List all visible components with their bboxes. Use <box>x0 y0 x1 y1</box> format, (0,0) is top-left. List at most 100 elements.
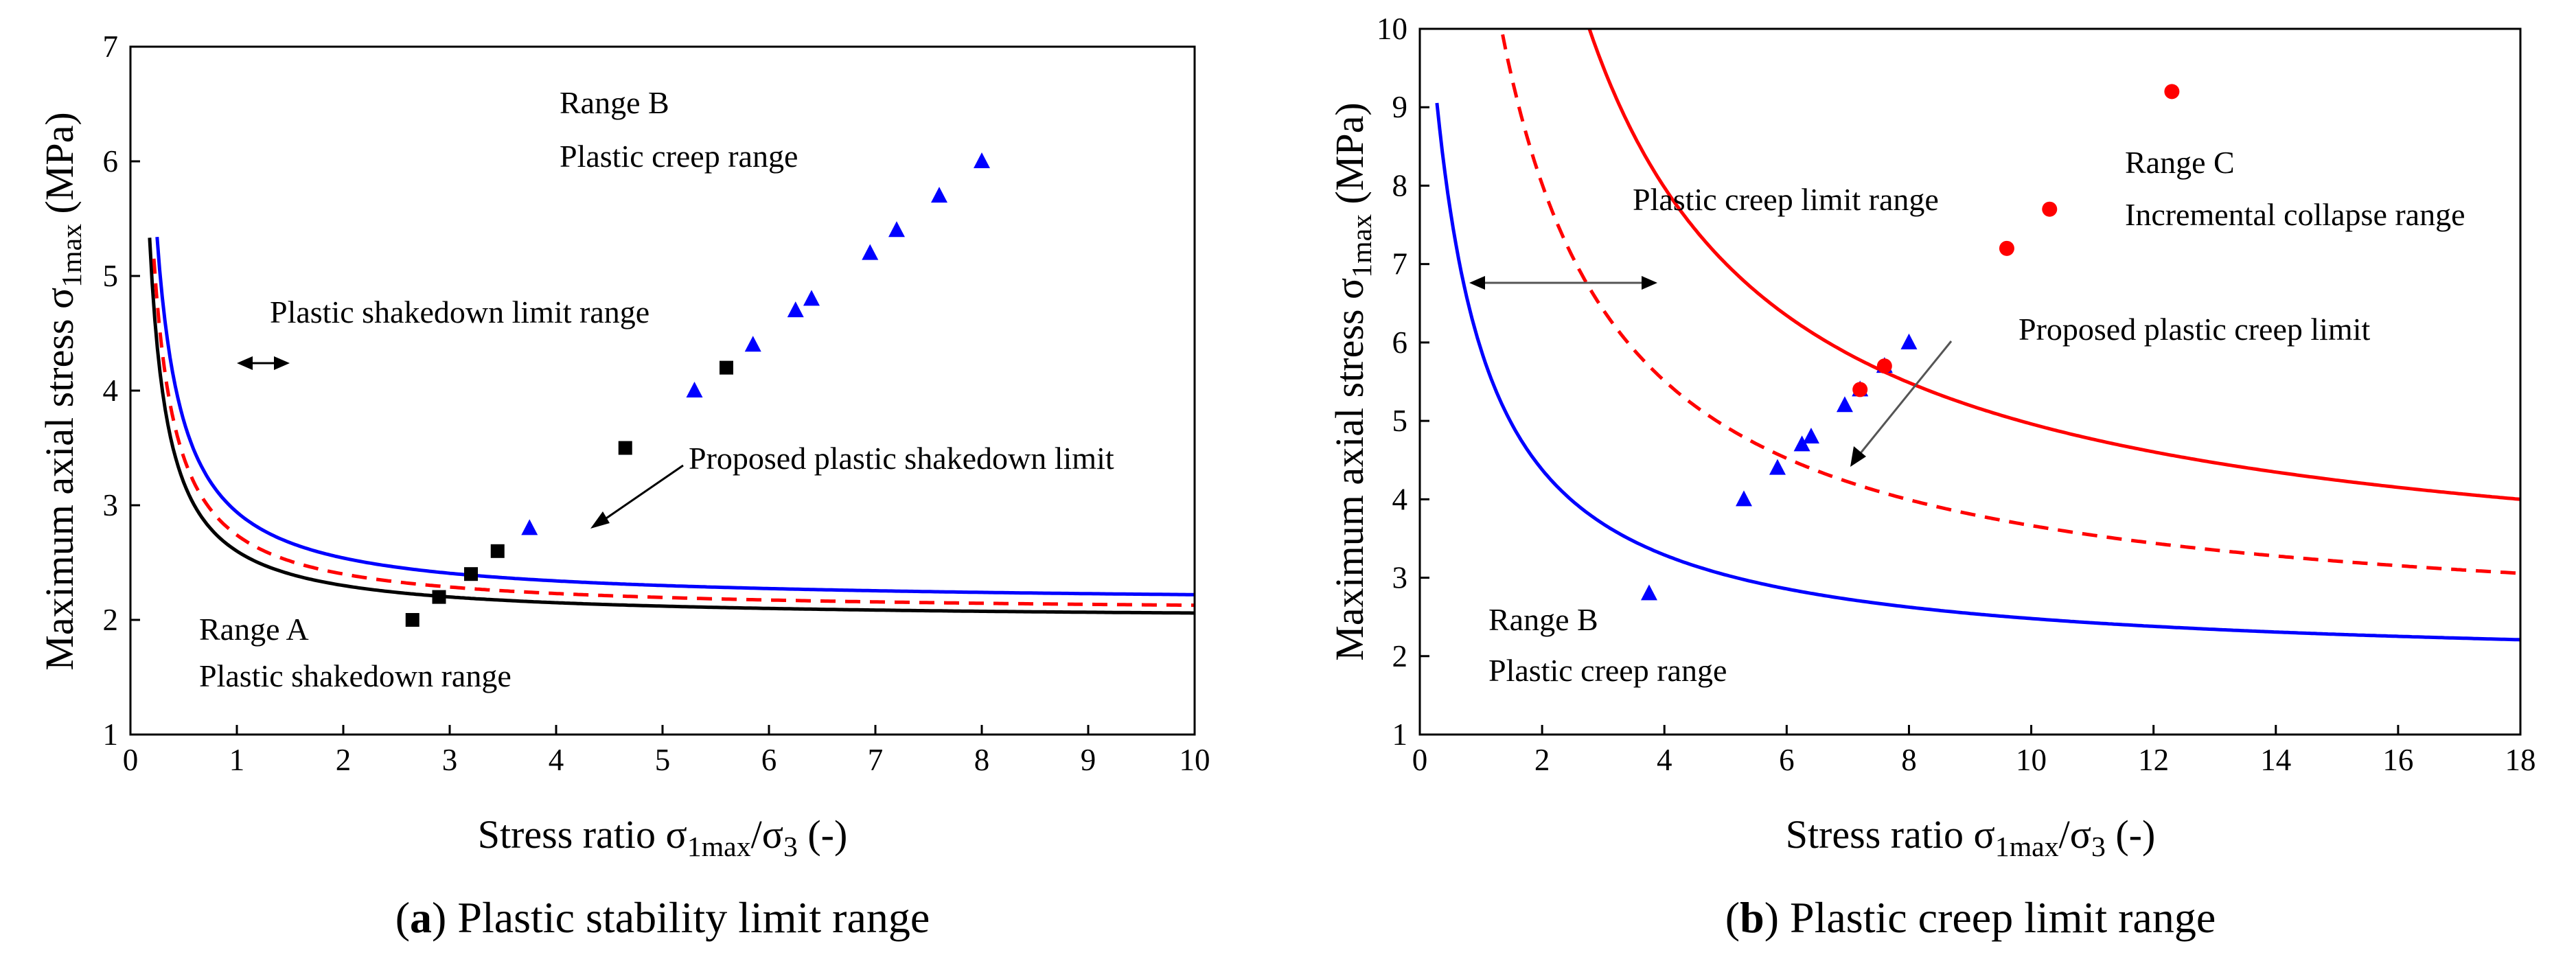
panel-a-range-a-label: Range A <box>199 612 309 647</box>
panel-a-y-tick-label: 2 <box>103 603 119 637</box>
panel-a-point-square <box>432 590 446 604</box>
panel-a-range-double-arrow <box>237 356 290 370</box>
panel-b-y-tick-label: 6 <box>1392 325 1408 360</box>
panel-a-curve-plastic-shakedown-limit-lower- <box>148 238 1195 615</box>
panel-b-x-tick-label: 2 <box>1534 743 1550 777</box>
panel-a-x-tick-label: 7 <box>868 743 884 777</box>
panel-b-range-double-arrow <box>1469 276 1657 290</box>
panel-b-y-tick-label: 10 <box>1377 12 1407 46</box>
panel-b-plot-area <box>1435 29 2520 642</box>
panel-b-x-tick-label: 16 <box>2382 743 2413 777</box>
panel-a-point-triangle <box>931 187 947 203</box>
panel-a-caption: (a) Plastic stability limit range <box>395 893 930 942</box>
panel-a-plot-area <box>148 152 1195 627</box>
panel-a-x-tick-label: 1 <box>229 743 245 777</box>
panel-a-proposed-limit-label: Proposed plastic shakedown limit <box>689 441 1114 476</box>
panel-b-y-tick-label: 2 <box>1392 639 1408 673</box>
panel-a-y-tick-label: 1 <box>103 717 119 752</box>
panel-a-range-b-label: Range B <box>560 85 669 120</box>
panel-b-point-triangle <box>1900 333 1918 349</box>
panel-b-x-tick-label: 4 <box>1657 743 1672 777</box>
panel-a-x-tick-label: 8 <box>974 743 990 777</box>
panel-a-y-tick-label: 7 <box>103 30 119 64</box>
panel-b-caption: (b) Plastic creep limit range <box>1725 893 2216 942</box>
panel-b-y-tick-label: 9 <box>1392 90 1408 124</box>
panel-a-point-triangle <box>888 221 905 238</box>
panel-a-xlabel: Stress ratio σ1max/σ3 (-) <box>478 812 848 863</box>
panel-b-x-tick-label: 10 <box>2016 743 2047 777</box>
panel-b-y-tick-label: 4 <box>1392 482 1408 516</box>
panel-b-range-c-desc: Incremental collapse range <box>2125 197 2465 232</box>
panel-b-point-triangle <box>1735 490 1752 507</box>
panel-a-x-tick-label: 5 <box>655 743 671 777</box>
panel-a-point-triangle <box>862 244 879 260</box>
panel-b-point-triangle <box>1836 396 1853 413</box>
panel-b-x-tick-label: 8 <box>1901 743 1917 777</box>
panel-b-range-b-label: Range B <box>1488 602 1598 637</box>
panel-a-point-square <box>405 613 419 627</box>
panel-b-creep-limit-range-label: Plastic creep limit range <box>1633 182 1939 217</box>
panel-b-proposed-limit-arrow <box>1850 340 1953 467</box>
panel-b-point-circle <box>1999 240 2014 256</box>
panel-a-point-triangle <box>686 382 703 397</box>
panel-b-point-triangle <box>1640 584 1657 601</box>
panel-b-x-tick-label: 18 <box>2505 743 2536 777</box>
panel-b-point-circle <box>1852 382 1868 397</box>
panel-a-proposed-limit-arrow <box>590 464 684 529</box>
panel-b-curve-incremental-collapse-limit-upper- <box>1587 29 2520 501</box>
panel-a-point-square <box>464 567 478 581</box>
panel-a-x-tick-label: 10 <box>1180 743 1210 777</box>
panel-a-x-tick-label: 9 <box>1081 743 1096 777</box>
panel-b-curve-proposed-plastic-creep-limit <box>1499 29 2520 575</box>
panel-b-point-triangle <box>1769 459 1786 475</box>
panel-b-proposed-limit-label: Proposed plastic creep limit <box>2019 312 2370 347</box>
panel-a-range-a-desc: Plastic shakedown range <box>199 658 511 693</box>
panel-a-point-square <box>490 544 505 558</box>
panel-b-y-tick-label: 1 <box>1392 717 1408 752</box>
panel-a-x-tick-label: 2 <box>336 743 352 777</box>
panel-a-y-tick-label: 6 <box>103 144 119 178</box>
panel-b-x-tick-label: 12 <box>2138 743 2169 777</box>
panel-b-y-tick-label: 7 <box>1392 247 1408 281</box>
panel-a-point-triangle <box>521 519 538 535</box>
panel-a-curve-plastic-creep-limit-upper- <box>155 237 1195 597</box>
panel-b-range-c-label: Range C <box>2125 145 2235 180</box>
panel-b-frame <box>1418 27 2522 736</box>
panel-b-x-tick-label: 0 <box>1412 743 1428 777</box>
panel-a-range-b-desc: Plastic creep range <box>560 139 798 174</box>
panel-b-point-circle <box>1876 358 1892 374</box>
panel-a-point-triangle <box>974 152 990 168</box>
panel-a-x-tick-label: 4 <box>549 743 564 777</box>
panel-a-y-tick-label: 5 <box>103 259 119 293</box>
panel-a-point-square <box>618 441 632 455</box>
panel-a-x-tick-label: 3 <box>442 743 458 777</box>
panel-a-x-tick-label: 0 <box>123 743 139 777</box>
panel-a-point-triangle <box>803 290 820 306</box>
panel-b-y-tick-label: 8 <box>1392 168 1408 203</box>
panel-a-y-tick-label: 4 <box>103 373 119 408</box>
panel-b-x-tick-label: 14 <box>2260 743 2291 777</box>
panel-a-curve-proposed-plastic-shakedown-limit <box>152 258 1195 608</box>
panel-b-point-triangle <box>1802 427 1819 443</box>
panel-b-point-triangle <box>1793 435 1810 452</box>
panel-a-y-tick-label: 3 <box>103 488 119 522</box>
panel-b-point-circle <box>2042 201 2058 217</box>
panel-b-y-tick-label: 3 <box>1392 561 1408 595</box>
panel-a-point-square <box>720 360 733 375</box>
panel-a-point-triangle <box>787 301 804 318</box>
panel-b-ylabel: Maximum axial stress σ1max (MPa) <box>1327 102 1378 661</box>
panel-a-point-triangle <box>744 336 761 352</box>
panel-b-x-tick-label: 6 <box>1779 743 1795 777</box>
panel-b-xlabel: Stress ratio σ1max/σ3 (-) <box>1786 812 2156 863</box>
panel-b-curve-plastic-creep-limit-lower- <box>1435 102 2520 642</box>
panel-b-point-circle <box>2164 84 2180 100</box>
panel-b-range-b-desc: Plastic creep range <box>1488 653 1727 688</box>
panel-b-y-tick-label: 5 <box>1392 404 1408 438</box>
panel-a-shakedown-limit-range-label: Plastic shakedown limit range <box>270 295 649 330</box>
panel-a-ylabel: Maximum axial stress σ1max (MPa) <box>37 112 88 671</box>
